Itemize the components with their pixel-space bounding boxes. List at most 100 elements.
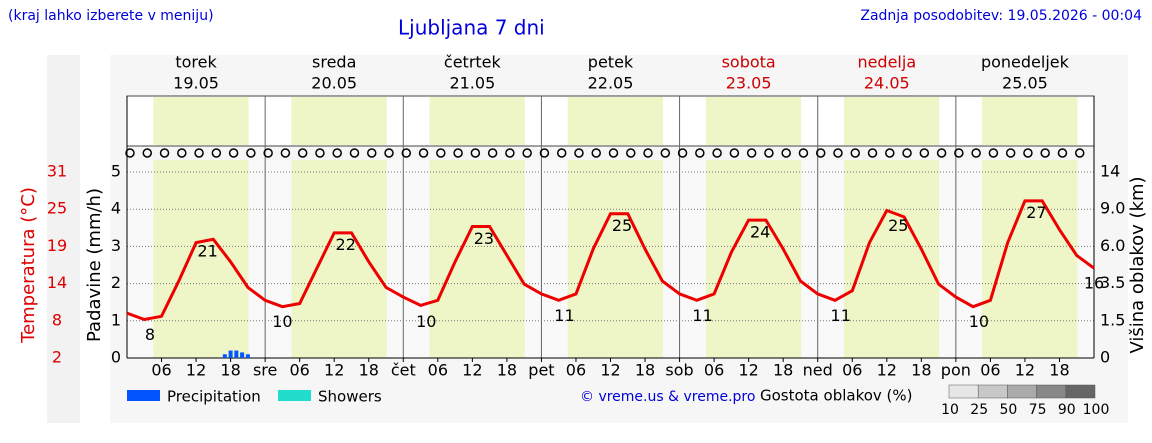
day-date: 19.05 [173, 74, 219, 93]
temp-label: 16 [1084, 274, 1104, 293]
day-date: 25.05 [1002, 74, 1048, 93]
wind-calm [436, 148, 446, 158]
temp-label: 25 [612, 216, 632, 235]
x-tick-label: 12 [186, 361, 206, 380]
x-tick-label: 18 [220, 361, 240, 380]
y2-tick-label: 1.5 [1100, 310, 1125, 329]
x-tick-label: 18 [911, 361, 931, 380]
cloud-tick: 50 [999, 402, 1017, 418]
y-tick-label: 3 [111, 236, 121, 255]
precip-bar [234, 350, 239, 358]
daylight [982, 160, 1078, 358]
wind-calm [211, 148, 222, 158]
x-tick-label: 12 [324, 361, 344, 380]
y-tick-label: 1 [111, 310, 121, 329]
x-tick-label: pet [528, 361, 554, 380]
wind-calm [418, 148, 429, 158]
wind-calm [626, 148, 636, 158]
wind-calm [453, 148, 463, 158]
wind-calm [643, 148, 653, 158]
temp-axis-title: Temperatura (°C) [18, 187, 39, 344]
wind-calm [470, 148, 481, 158]
daylight [153, 160, 249, 358]
credit: © vreme.us & vreme.pro [580, 389, 755, 405]
wind-calm [263, 148, 273, 158]
wind-calm [401, 148, 412, 158]
temp-tick-label: 8 [52, 310, 62, 329]
x-tick-label: 06 [842, 361, 862, 380]
cloud-swatch [948, 384, 979, 399]
day-name: ponedeljek [981, 53, 1070, 72]
updated: Zadnja posodobitev: 19.05.2026 - 00:04 [860, 8, 1142, 24]
legend-swatch [278, 390, 311, 401]
day-name: nedelja [857, 53, 916, 72]
precip-bar [245, 354, 250, 358]
y-tick-label: 4 [111, 199, 121, 218]
wind-calm [574, 148, 584, 158]
x-tick-label: 06 [151, 361, 171, 380]
daylight-icons [843, 97, 940, 145]
day-name: četrtek [444, 53, 502, 72]
temp-tick-label: 14 [47, 273, 67, 292]
x-tick-label: 18 [359, 361, 379, 380]
temp-label: 25 [888, 216, 908, 235]
precip-bar [222, 354, 227, 358]
x-tick-label: 12 [738, 361, 758, 380]
y2-tick-label: 9.0 [1100, 199, 1125, 218]
temp-tick-label: 31 [47, 162, 67, 181]
x-tick-label: 18 [1049, 361, 1069, 380]
wind-calm [695, 148, 705, 158]
y-tick-label: 0 [111, 348, 121, 367]
daylight-icons [429, 97, 525, 145]
cloud-tick: 10 [941, 402, 959, 418]
wind-calm [349, 148, 360, 158]
cloud-tick: 75 [1029, 402, 1047, 418]
temp-label: 8 [145, 325, 155, 344]
daylight [291, 160, 387, 358]
x-tick-label: 06 [980, 361, 1000, 380]
daylight-icons [153, 97, 249, 145]
x-tick-label: 18 [635, 361, 655, 380]
day-date: 23.05 [726, 74, 772, 93]
daylight-icons [982, 97, 1078, 145]
wind-calm [885, 148, 895, 158]
cloud-legend-title: Gostota oblakov (%) [760, 387, 913, 405]
x-tick-label: sre [253, 361, 277, 380]
temp-label: 21 [197, 242, 217, 261]
wind-calm [764, 148, 774, 158]
wind-calm [608, 148, 619, 158]
wind-calm [971, 148, 981, 158]
cloud-swatch [1036, 384, 1067, 399]
day-name: sreda [312, 53, 356, 72]
wind-calm [746, 148, 757, 158]
temp-panel [47, 55, 80, 423]
wind-calm [1023, 148, 1033, 158]
x-tick-label: 12 [1015, 361, 1035, 380]
y-tick-label: 5 [111, 162, 121, 181]
wind-calm [954, 148, 964, 158]
x-tick-label: sob [665, 361, 693, 380]
wind-calm [833, 148, 843, 158]
cloud-swatch [977, 384, 1008, 399]
temp-label: 27 [1026, 203, 1046, 222]
temp-label: 10 [416, 312, 436, 331]
wind-calm [677, 148, 688, 158]
wind-calm [919, 148, 930, 158]
temp-tick-label: 19 [47, 236, 67, 255]
wind-calm [660, 148, 671, 158]
wind-calm [556, 148, 567, 158]
wind-calm [1005, 148, 1016, 158]
temp-label: 24 [750, 222, 770, 241]
wind-calm [1057, 148, 1068, 158]
daylight [843, 160, 940, 358]
day-name: torek [175, 53, 217, 72]
x-tick-label: ned [803, 361, 833, 380]
x-tick-label: 06 [289, 361, 309, 380]
wind-calm [729, 148, 740, 158]
y-tick-label: 2 [111, 273, 121, 292]
wind-calm [1040, 148, 1050, 158]
precip-bar [240, 352, 245, 358]
wind-calm [936, 148, 947, 158]
wind-calm [297, 148, 308, 158]
wind-calm [177, 148, 187, 158]
